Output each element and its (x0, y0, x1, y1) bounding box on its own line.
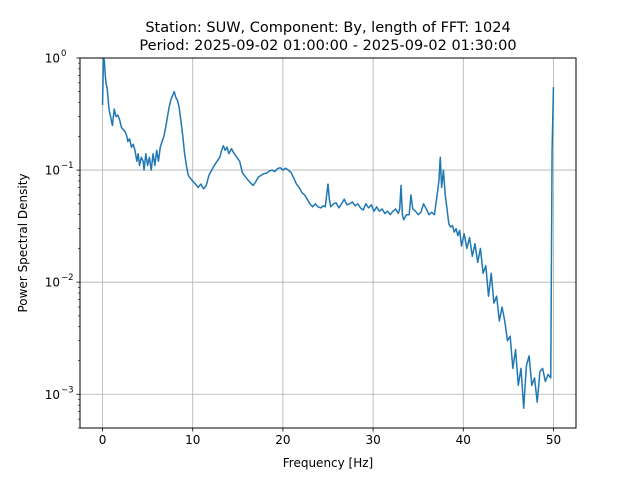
plot-area (101, 58, 555, 410)
axes-frame (79, 57, 577, 429)
x-tick-label: 0 (99, 433, 107, 447)
y-axis-label: Power Spectral Density (16, 173, 30, 312)
y-tick-exponent: 0 (61, 49, 66, 59)
x-tick-label: 40 (456, 433, 471, 447)
y-tick-label: 10 (45, 164, 60, 178)
chart-title-line2: Period: 2025-09-02 01:00:00 - 2025-09-02… (139, 38, 516, 54)
x-axis-ticks: 0 10 20 30 40 50 (99, 428, 561, 447)
x-tick-label: 50 (546, 433, 561, 447)
y-tick-label: 10 (45, 276, 60, 290)
y-tick-exponent: −1 (61, 161, 74, 171)
y-tick-exponent: −3 (61, 385, 74, 395)
psd-series-line (101, 58, 555, 410)
x-axis-label: Frequency [Hz] (283, 456, 374, 470)
y-tick-exponent: −2 (61, 273, 74, 283)
x-tick-label: 30 (365, 433, 380, 447)
x-tick-label: 10 (185, 433, 200, 447)
y-tick-label: 10 (45, 52, 60, 66)
x-tick-label: 20 (275, 433, 290, 447)
y-tick-label: 10 (45, 388, 60, 402)
chart-title-line1: Station: SUW, Component: By, length of F… (145, 20, 510, 36)
